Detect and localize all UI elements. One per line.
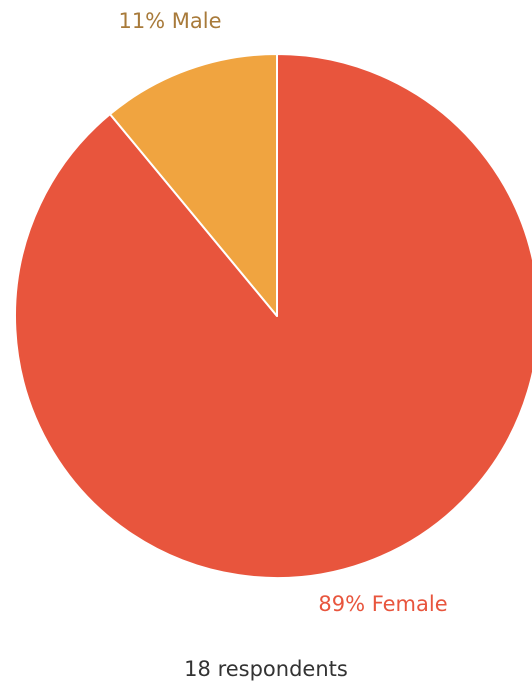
slice-label: 89% Female [318, 592, 447, 616]
caption: 18 respondents [184, 657, 348, 681]
pie-slice [108, 53, 278, 317]
pie-slice [14, 53, 532, 579]
slice-label: 11% Male [118, 9, 221, 33]
